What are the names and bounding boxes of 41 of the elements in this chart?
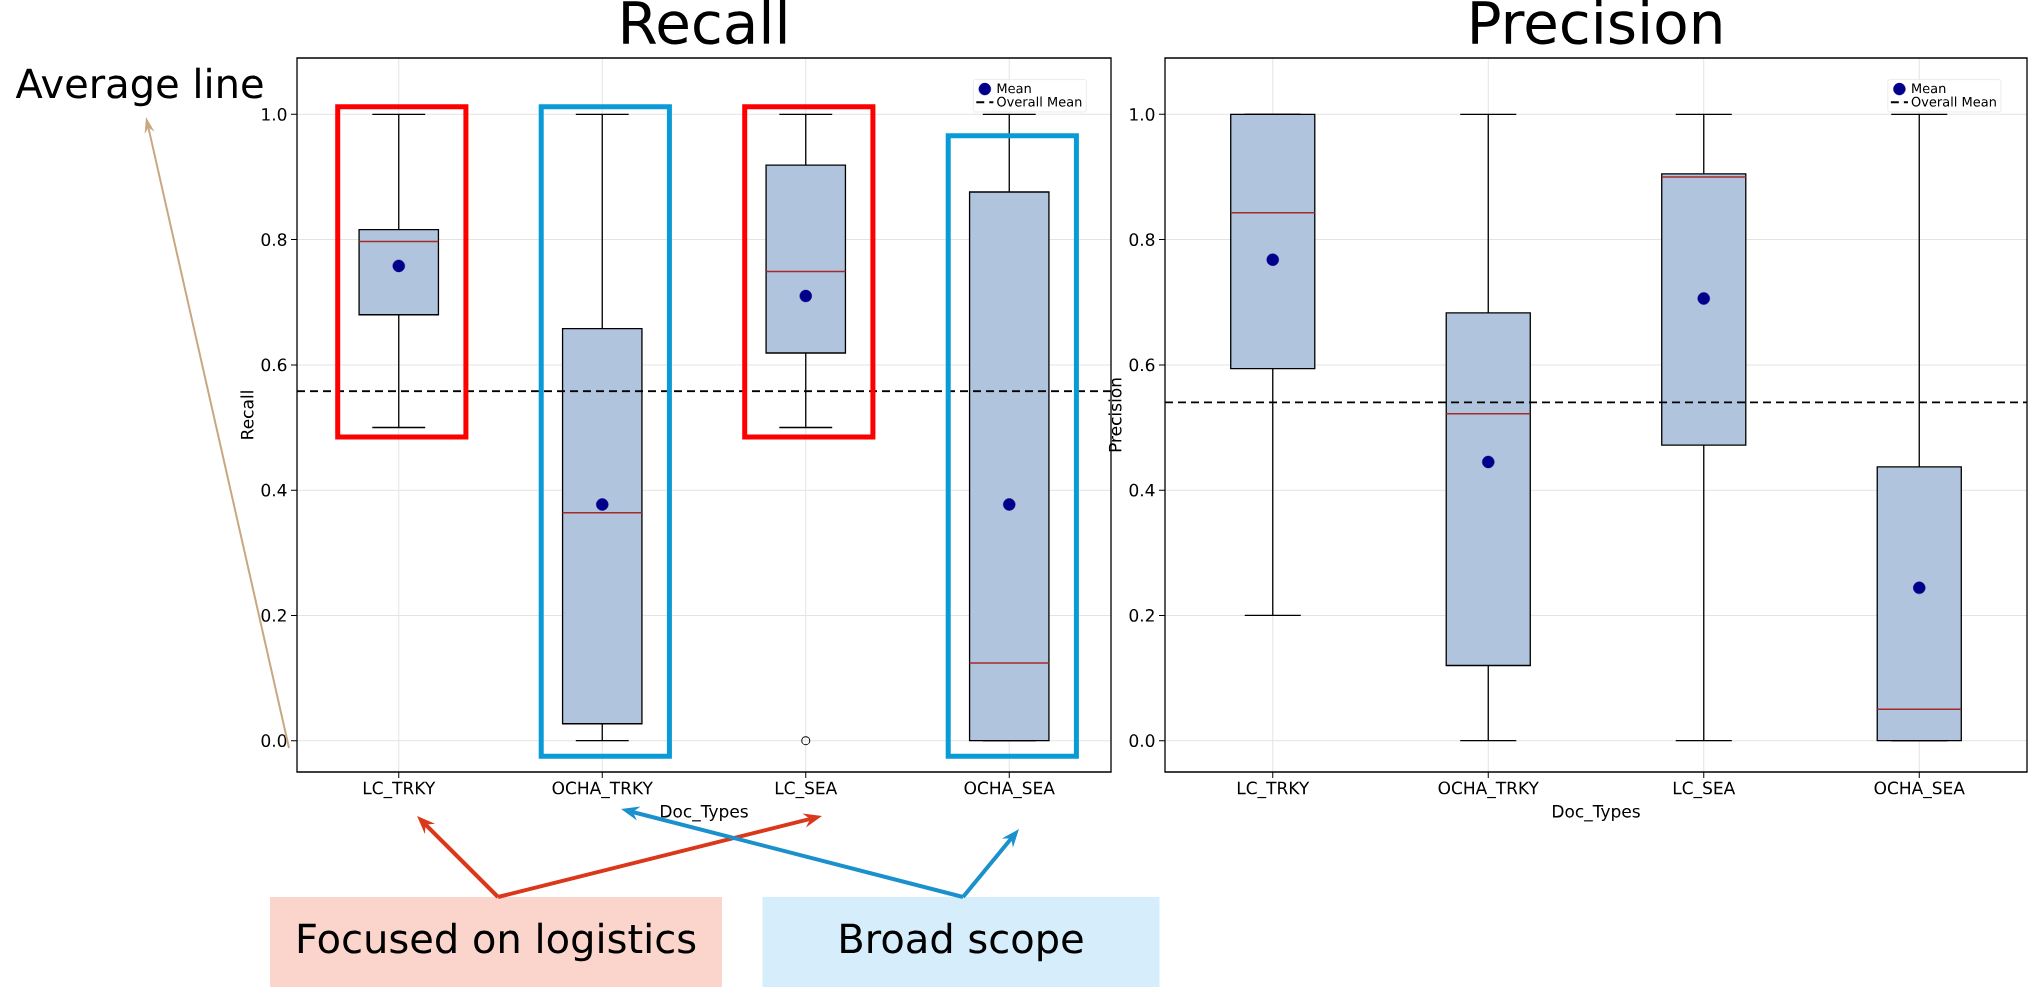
point bbox=[799, 289, 812, 303]
legend-label: Mean bbox=[997, 83, 1031, 94]
y-tick-label: 0.6 bbox=[1129, 358, 1155, 372]
y-tick-label: 1.0 bbox=[1130, 107, 1155, 121]
y-tick-label: 0.0 bbox=[1129, 734, 1155, 748]
x-axis-title: Doc_Types bbox=[1553, 805, 1640, 822]
y-tick-label: 0.4 bbox=[261, 483, 287, 497]
y-axis-title: Precision bbox=[1108, 378, 1122, 452]
y-tick-label: 0.8 bbox=[261, 233, 287, 247]
x-tick-label: OCHA_SEA bbox=[964, 781, 1055, 799]
x-axis-title: Doc_Types bbox=[661, 805, 748, 822]
chart-title: Recall bbox=[623, 0, 786, 45]
legend-label: Overall Mean bbox=[1911, 96, 1996, 107]
x-tick-label: OCHA_SEA bbox=[1874, 781, 1965, 799]
chart-title: Precision bbox=[1472, 0, 1721, 45]
point bbox=[1266, 253, 1279, 266]
x-tick-label: OCHA_TRKY bbox=[552, 781, 653, 799]
y-tick-label: 0.0 bbox=[261, 734, 287, 748]
y-tick-label: 0.2 bbox=[1129, 608, 1154, 622]
text: Average line bbox=[15, 67, 263, 107]
y-axis-title: Recall bbox=[240, 391, 254, 439]
text: Broad scope bbox=[841, 922, 1083, 962]
point bbox=[1482, 455, 1495, 469]
x-tick-label: LC_SEA bbox=[775, 781, 838, 799]
point bbox=[1697, 292, 1710, 305]
point bbox=[596, 498, 609, 511]
x-tick-label: LC_TRKY bbox=[1237, 781, 1310, 799]
point bbox=[1003, 498, 1016, 511]
y-tick-label: 0.4 bbox=[1129, 483, 1155, 497]
text: Focused on logistics bbox=[298, 922, 696, 962]
y-tick-label: 0.2 bbox=[261, 608, 286, 622]
legend-label: Overall Mean bbox=[997, 96, 1082, 107]
point bbox=[1913, 581, 1926, 595]
x-tick-label: LC_SEA bbox=[1673, 781, 1736, 799]
y-tick-label: 0.8 bbox=[1129, 233, 1155, 247]
x-tick-label: OCHA_TRKY bbox=[1438, 781, 1539, 799]
x-tick-label: LC_TRKY bbox=[363, 781, 436, 799]
y-tick-label: 1.0 bbox=[262, 107, 287, 121]
legend-label: Mean bbox=[1912, 83, 1946, 94]
point bbox=[392, 259, 405, 273]
y-tick-label: 0.6 bbox=[261, 358, 287, 372]
